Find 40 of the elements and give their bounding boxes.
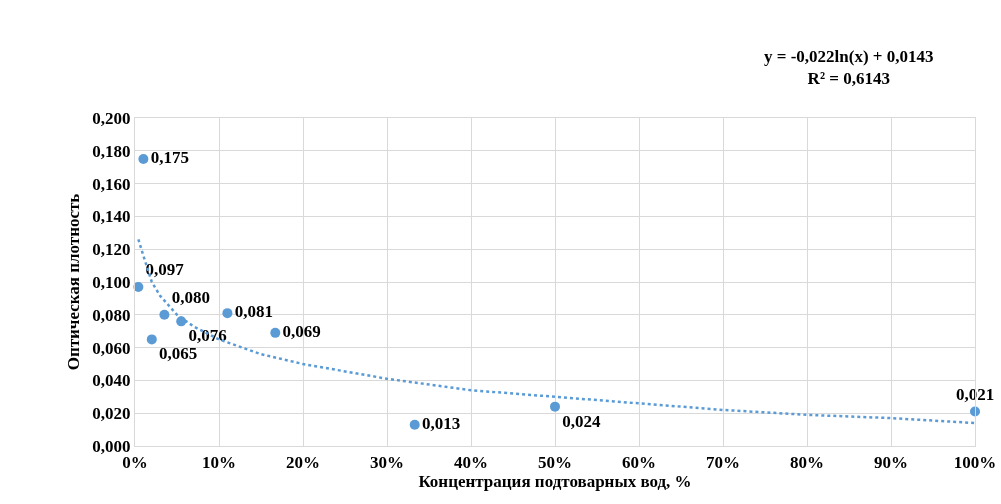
x-tick-label: 100% <box>953 452 997 472</box>
data-label: 0,024 <box>562 411 601 431</box>
data-label: 0,175 <box>150 148 189 168</box>
data-label: 0,080 <box>171 288 210 308</box>
point <box>159 309 170 320</box>
text: y = -0,022ln(x) + 0,0143 R² = 0,6143 <box>764 47 934 89</box>
data-label: 0,065 <box>159 344 198 364</box>
point <box>146 334 157 345</box>
y-tick-label: 0,060 <box>92 338 131 358</box>
x-tick-label: 80% <box>790 452 824 472</box>
x-tick-label: 20% <box>286 452 320 472</box>
y-tick-label: 0,080 <box>92 305 131 325</box>
x-tick-label: 50% <box>538 452 572 472</box>
y-tick-label: 0,020 <box>92 404 131 424</box>
x-tick-label: 30% <box>370 452 404 472</box>
x-tick-label: 70% <box>706 452 740 472</box>
y-tick-label: 0,140 <box>92 207 131 227</box>
y-tick-label: 0,120 <box>92 240 131 260</box>
y-tick-label: 0,040 <box>92 371 131 391</box>
data-label: 0,069 <box>282 322 321 342</box>
y-tick-label: 0,160 <box>92 174 131 194</box>
point <box>550 401 560 412</box>
x-axis-title: Концентрация подтоварных вод, % <box>418 471 692 491</box>
point <box>138 154 149 164</box>
x-tick-label: 60% <box>622 452 656 472</box>
x-tick-label: 40% <box>454 452 488 472</box>
data-label: 0,097 <box>145 260 185 280</box>
point <box>409 419 420 430</box>
x-tick-label: 10% <box>202 452 236 472</box>
y-tick-label: 0,180 <box>92 141 131 161</box>
y-axis-title: Оптическая плотность <box>63 193 83 371</box>
data-label: 0,013 <box>421 413 461 433</box>
point <box>270 327 281 338</box>
y-tick-label: 0,200 <box>92 108 131 128</box>
data-label: 0,076 <box>188 326 227 346</box>
data-label: 0,081 <box>234 302 273 322</box>
x-tick-label: 90% <box>874 452 908 472</box>
point <box>133 281 144 292</box>
point <box>222 308 233 319</box>
y-tick-label: 0,100 <box>92 272 131 292</box>
